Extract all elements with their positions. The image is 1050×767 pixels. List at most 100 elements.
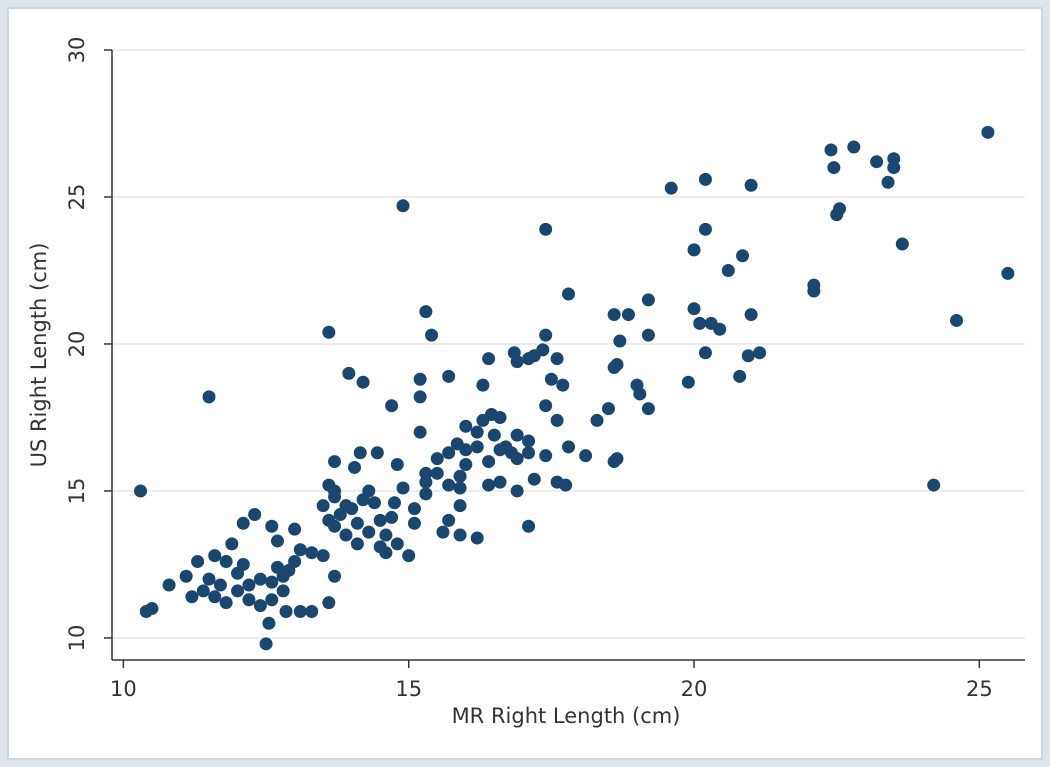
point [305, 546, 319, 560]
point [527, 472, 541, 486]
point [824, 143, 838, 157]
point [402, 549, 416, 563]
point [390, 537, 404, 551]
x-axis-title: MR Right Length (cm) [452, 704, 681, 728]
point [539, 222, 553, 236]
point [373, 513, 387, 527]
point [482, 352, 496, 366]
point [322, 325, 336, 339]
point [379, 528, 393, 542]
point [367, 496, 381, 510]
x-tick-label: 10 [110, 677, 137, 701]
point [413, 372, 427, 386]
point [390, 458, 404, 472]
point [328, 519, 342, 533]
point [342, 366, 356, 380]
point [322, 596, 336, 610]
point [539, 399, 553, 413]
point [621, 308, 635, 322]
point [493, 475, 507, 489]
point [487, 428, 501, 442]
point [387, 496, 401, 510]
point [425, 328, 439, 342]
point [459, 419, 473, 433]
point [350, 516, 364, 530]
point [453, 528, 467, 542]
point [721, 263, 735, 277]
point [413, 390, 427, 404]
point [288, 522, 302, 536]
point [353, 446, 367, 460]
point [470, 440, 484, 454]
x-tick-label: 25 [966, 677, 993, 701]
point [539, 449, 553, 463]
point [981, 125, 995, 139]
point [579, 449, 593, 463]
point [610, 452, 624, 466]
point [950, 313, 964, 327]
point [736, 249, 750, 263]
point [430, 466, 444, 480]
point [476, 378, 490, 392]
point [328, 569, 342, 583]
point [510, 355, 524, 369]
point [328, 490, 342, 504]
point [419, 487, 433, 501]
point [698, 222, 712, 236]
point [419, 466, 433, 480]
point [356, 375, 370, 389]
point [562, 287, 575, 301]
point [833, 202, 847, 216]
point [270, 560, 284, 574]
point [493, 410, 507, 424]
point [493, 443, 507, 457]
point [362, 525, 376, 539]
point [265, 519, 279, 533]
point [179, 569, 193, 583]
point [633, 387, 647, 401]
point [270, 534, 284, 548]
point [430, 452, 444, 466]
x-tick-label: 15 [395, 677, 422, 701]
point [927, 478, 941, 492]
point [641, 328, 655, 342]
point [242, 593, 256, 607]
point [698, 172, 712, 186]
point [253, 599, 267, 613]
point [213, 578, 227, 592]
point [807, 284, 821, 298]
point [613, 334, 627, 348]
point [407, 516, 421, 530]
point [442, 478, 456, 492]
point [459, 443, 473, 457]
point [316, 499, 330, 513]
point [482, 478, 496, 492]
point [713, 322, 727, 336]
point [379, 546, 393, 560]
point [453, 469, 467, 483]
point [293, 543, 307, 557]
point [510, 484, 524, 498]
point [641, 402, 655, 416]
point [522, 446, 536, 460]
point [744, 178, 758, 192]
point [753, 346, 767, 360]
point [442, 446, 456, 460]
point [265, 593, 279, 607]
point [259, 637, 273, 651]
y-axis-title: US Right Length (cm) [27, 243, 51, 468]
point [687, 302, 701, 316]
point [550, 413, 564, 427]
point [550, 352, 564, 366]
point [559, 478, 573, 492]
point [482, 455, 496, 469]
y-tick-label: 30 [65, 37, 89, 64]
point [510, 428, 524, 442]
point [1001, 266, 1015, 280]
point [442, 513, 456, 527]
point [396, 481, 410, 495]
point [305, 604, 319, 618]
point [350, 537, 364, 551]
point [470, 531, 484, 545]
